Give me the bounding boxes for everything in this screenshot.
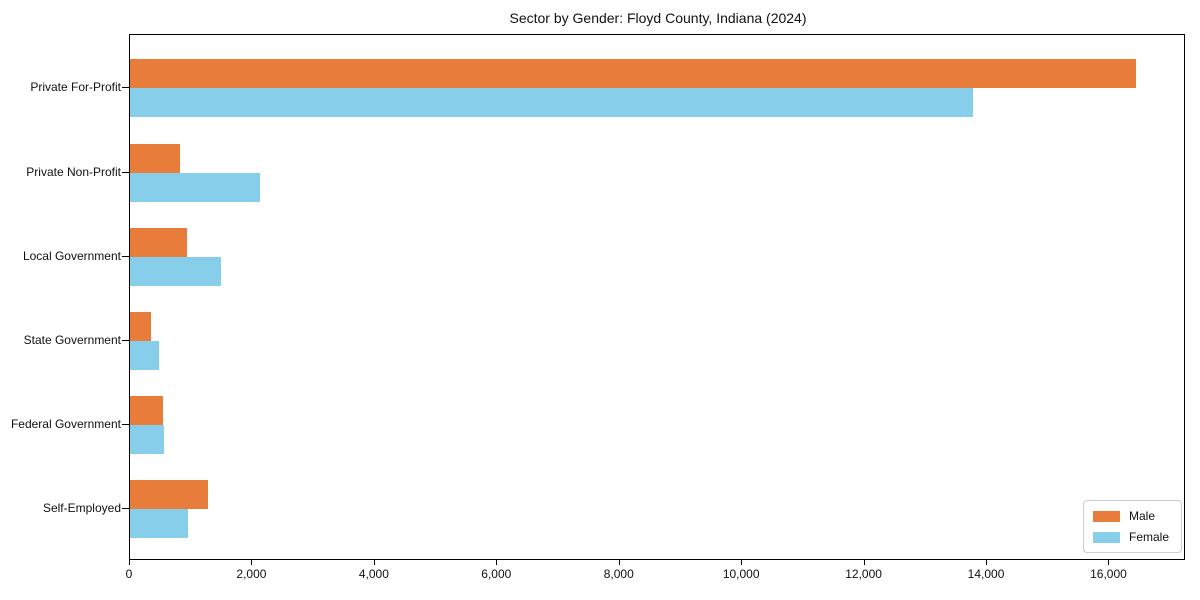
x-tick-label: 2,000 bbox=[236, 567, 267, 581]
x-tick-label: 4,000 bbox=[358, 567, 389, 581]
x-tick-label: 8,000 bbox=[603, 567, 634, 581]
bar-female-1 bbox=[130, 88, 973, 118]
legend-label-female: Female bbox=[1128, 530, 1169, 544]
x-tick-mark bbox=[741, 560, 743, 565]
x-tick-mark bbox=[496, 560, 498, 565]
bar-female-6 bbox=[130, 509, 188, 539]
x-tick-mark bbox=[618, 560, 620, 565]
x-tick-mark bbox=[986, 560, 988, 565]
y-tick-mark bbox=[122, 508, 129, 510]
bar-male-4 bbox=[130, 311, 152, 341]
bar-female-3 bbox=[130, 256, 222, 286]
y-tick-mark bbox=[122, 339, 129, 341]
y-category-label: Self-Employed bbox=[42, 501, 121, 516]
y-tick-mark bbox=[122, 255, 129, 257]
bar-female-4 bbox=[130, 340, 159, 370]
y-category-label: Private For-Profit bbox=[30, 80, 121, 95]
y-tick-mark bbox=[122, 424, 129, 426]
x-tick-label: 0 bbox=[125, 567, 133, 581]
female-color-swatch bbox=[1092, 531, 1120, 543]
x-tick-mark bbox=[373, 560, 375, 565]
bar-male-2 bbox=[130, 143, 180, 173]
x-tick-mark bbox=[863, 560, 865, 565]
y-category-label: Local Government bbox=[22, 248, 121, 263]
bar-male-5 bbox=[130, 396, 164, 426]
y-tick-mark bbox=[122, 87, 129, 89]
bar-male-1 bbox=[130, 59, 1136, 89]
male-color-swatch bbox=[1092, 510, 1120, 522]
legend-item-male: Male bbox=[1092, 509, 1169, 523]
y-category-label: Private Non-Profit bbox=[26, 164, 121, 179]
bar-female-2 bbox=[130, 172, 260, 202]
bar-male-3 bbox=[130, 227, 187, 257]
x-tick-label: 6,000 bbox=[481, 567, 512, 581]
x-tick-mark bbox=[251, 560, 253, 565]
x-tick-label: 12,000 bbox=[845, 567, 882, 581]
x-tick-label: 10,000 bbox=[722, 567, 760, 581]
x-tick-label: 14,000 bbox=[967, 567, 1005, 581]
chart-title: Sector by Gender: Floyd County, Indiana … bbox=[509, 10, 807, 26]
y-tick-mark bbox=[122, 171, 129, 173]
bar-female-5 bbox=[130, 425, 165, 455]
y-category-label: Federal Government bbox=[10, 417, 121, 432]
x-tick-mark bbox=[1108, 560, 1110, 565]
legend-item-female: Female bbox=[1092, 530, 1169, 544]
plot-area: Male Female bbox=[129, 34, 1185, 560]
y-category-label: State Government bbox=[23, 332, 121, 347]
x-tick-mark bbox=[129, 560, 130, 565]
x-tick-label: 16,000 bbox=[1090, 567, 1127, 581]
bar-male-6 bbox=[130, 480, 209, 510]
legend: Male Female bbox=[1082, 500, 1182, 553]
legend-label-male: Male bbox=[1128, 509, 1155, 523]
